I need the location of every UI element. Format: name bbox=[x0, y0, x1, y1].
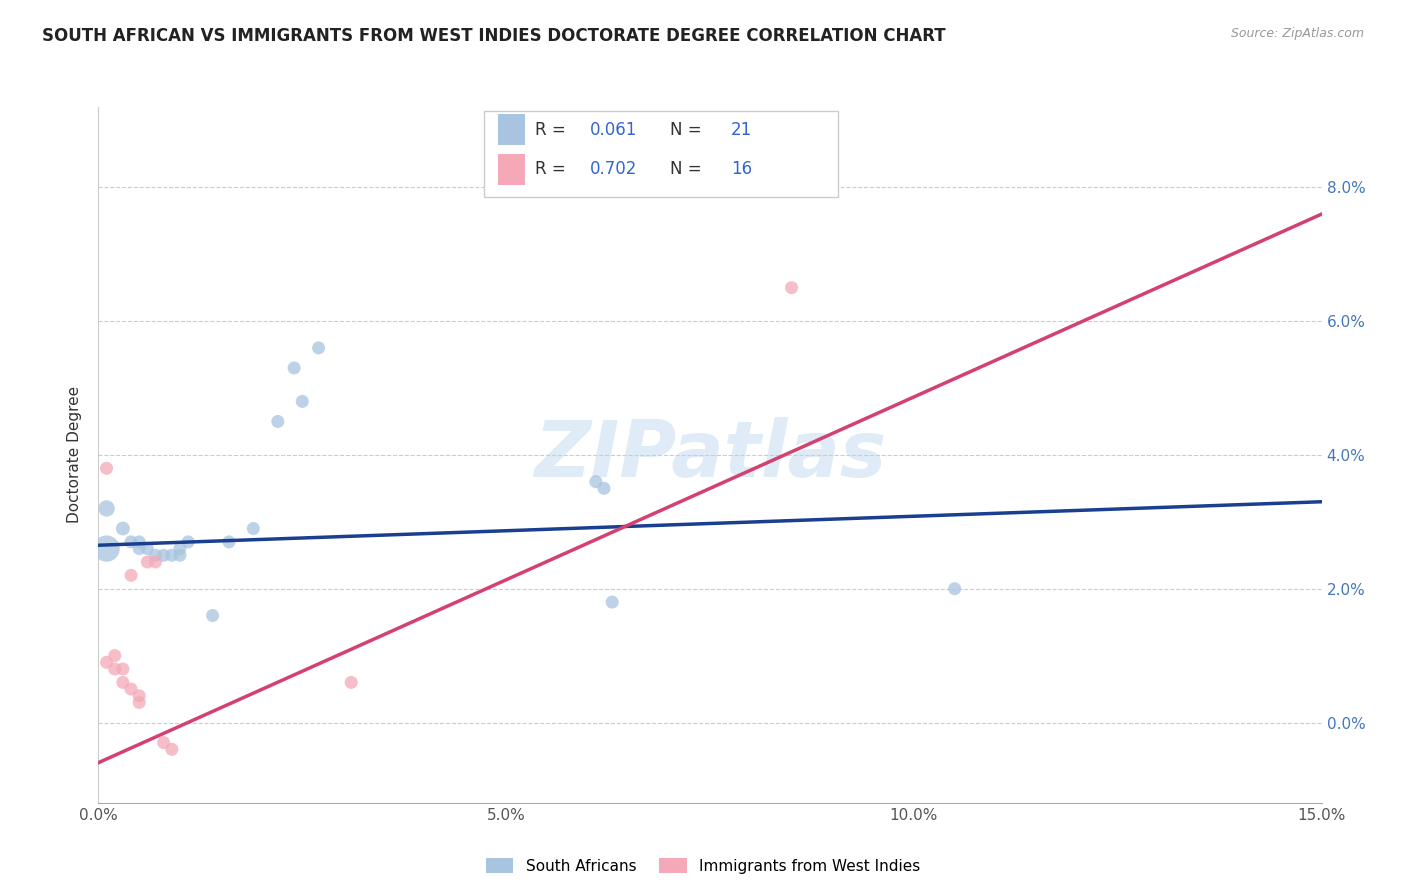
Point bbox=[96, 655, 118, 669]
Text: ZIPatlas: ZIPatlas bbox=[534, 417, 886, 493]
Point bbox=[201, 608, 224, 623]
Text: N =: N = bbox=[669, 161, 707, 178]
Text: Source: ZipAtlas.com: Source: ZipAtlas.com bbox=[1230, 27, 1364, 40]
Legend: South Africans, Immigrants from West Indies: South Africans, Immigrants from West Ind… bbox=[479, 852, 927, 880]
Point bbox=[128, 541, 150, 556]
Point bbox=[111, 662, 134, 676]
Point bbox=[96, 541, 118, 556]
Text: 0.061: 0.061 bbox=[591, 120, 637, 138]
Y-axis label: Doctorate Degree: Doctorate Degree bbox=[67, 386, 83, 524]
Point bbox=[340, 675, 363, 690]
Point bbox=[145, 548, 167, 563]
Point bbox=[160, 742, 183, 756]
Point bbox=[291, 394, 314, 409]
Point bbox=[169, 541, 191, 556]
Point bbox=[128, 689, 150, 703]
Point bbox=[585, 475, 607, 489]
Point bbox=[177, 534, 200, 549]
Point bbox=[780, 280, 803, 294]
Point bbox=[120, 534, 142, 549]
FancyBboxPatch shape bbox=[498, 114, 526, 145]
Point bbox=[169, 548, 191, 563]
Point bbox=[593, 482, 616, 496]
Point bbox=[145, 555, 167, 569]
Point bbox=[120, 568, 142, 582]
Text: R =: R = bbox=[536, 120, 571, 138]
Point bbox=[267, 414, 290, 429]
Text: R =: R = bbox=[536, 161, 571, 178]
FancyBboxPatch shape bbox=[498, 153, 526, 185]
Point bbox=[104, 662, 127, 676]
Point bbox=[111, 675, 134, 690]
Text: 0.702: 0.702 bbox=[591, 161, 637, 178]
Text: 21: 21 bbox=[731, 120, 752, 138]
Point bbox=[152, 548, 174, 563]
Point bbox=[111, 521, 134, 535]
Point bbox=[943, 582, 966, 596]
Point bbox=[128, 696, 150, 710]
Point bbox=[136, 541, 159, 556]
Point bbox=[308, 341, 330, 355]
Point bbox=[96, 501, 118, 516]
Point bbox=[128, 534, 150, 549]
Text: N =: N = bbox=[669, 120, 707, 138]
Text: SOUTH AFRICAN VS IMMIGRANTS FROM WEST INDIES DOCTORATE DEGREE CORRELATION CHART: SOUTH AFRICAN VS IMMIGRANTS FROM WEST IN… bbox=[42, 27, 946, 45]
Point bbox=[600, 595, 623, 609]
Point bbox=[136, 555, 159, 569]
Point bbox=[152, 735, 174, 749]
Point bbox=[218, 534, 240, 549]
Point bbox=[104, 648, 127, 663]
Point bbox=[283, 361, 305, 376]
FancyBboxPatch shape bbox=[484, 111, 838, 197]
Text: 16: 16 bbox=[731, 161, 752, 178]
Point bbox=[120, 681, 142, 696]
Point bbox=[160, 548, 183, 563]
Point bbox=[96, 461, 118, 475]
Point bbox=[242, 521, 264, 535]
